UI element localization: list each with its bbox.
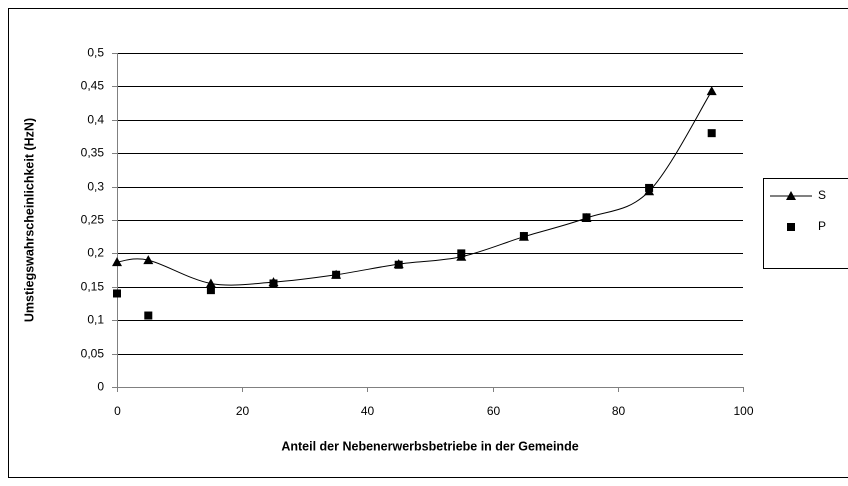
y-axis-title: Umstiegswahrscheinlichkeit (HzN) (22, 118, 36, 322)
marker-triangle (706, 86, 717, 96)
y-tick-label: 0,1 (87, 313, 104, 327)
marker-square (519, 232, 528, 241)
y-tick-label: 0 (97, 380, 104, 394)
chart-border (8, 8, 848, 478)
legend-label: S (818, 188, 826, 202)
marker-triangle (112, 257, 122, 267)
marker-square (332, 270, 341, 279)
marker-square (113, 289, 121, 298)
marker-square (269, 279, 278, 288)
x-tick-label: 20 (236, 404, 250, 418)
x-tick-label: 0 (114, 404, 121, 418)
marker-square (457, 249, 466, 258)
y-tick-label: 0,15 (81, 280, 105, 294)
y-tick-label: 0,45 (81, 79, 105, 93)
marker-square (582, 213, 591, 222)
y-tick-label: 0,2 (87, 246, 104, 260)
y-tick-label: 0,3 (87, 180, 104, 194)
marker-square (394, 260, 403, 269)
marker-triangle (786, 191, 796, 200)
marker-square (645, 183, 654, 192)
x-tick-label: 40 (361, 404, 375, 418)
x-tick-label: 100 (733, 404, 753, 418)
legend-box (763, 178, 848, 269)
y-tick-label: 0,05 (81, 347, 105, 361)
marker-triangle (143, 255, 154, 265)
y-tick-label: 0,5 (87, 46, 104, 60)
x-tick-label: 80 (612, 404, 626, 418)
marker-square (787, 223, 795, 231)
x-tick-label: 60 (487, 404, 501, 418)
y-tick-label: 0,4 (87, 113, 104, 127)
marker-square (707, 129, 716, 138)
series-line (116, 90, 713, 286)
marker-square (206, 286, 215, 295)
x-axis-title: Anteil der Nebenerwerbsbetriebe in der G… (281, 439, 578, 453)
y-tick-label: 0,35 (81, 146, 105, 160)
legend-label: P (818, 219, 826, 233)
marker-square (144, 311, 153, 320)
marker-triangle (205, 278, 216, 288)
y-tick-label: 0,25 (81, 213, 105, 227)
